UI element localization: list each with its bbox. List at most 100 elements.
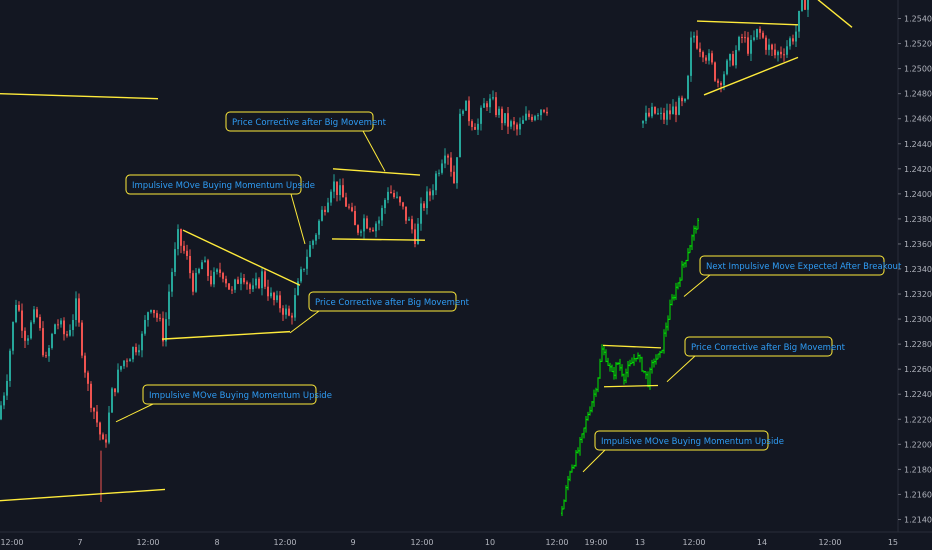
candle-body [537, 115, 539, 117]
candle-body [69, 329, 71, 336]
candle-body [417, 223, 419, 245]
projection-range-top [602, 344, 662, 349]
candle-body [222, 272, 224, 279]
candle-body [171, 272, 173, 292]
candle-body [708, 53, 710, 61]
candle-body [483, 103, 485, 108]
callout-label: Impulsive MOve Buying Momentum Upside [601, 437, 784, 447]
candle-body [255, 278, 257, 286]
candle-body [93, 407, 95, 412]
candle-body [723, 74, 725, 86]
callout: Next Impulsive Move Expected After Break… [683, 255, 902, 297]
candle-body [309, 245, 311, 257]
candle-body [105, 439, 107, 443]
candle-body [120, 366, 122, 370]
trendline [696, 20, 799, 26]
candle-body [405, 206, 407, 221]
price-tick-label: 1.23200 [904, 290, 932, 299]
candle-body [210, 275, 212, 285]
candle-body [459, 113, 461, 158]
candle-body [21, 310, 23, 331]
candle-body [348, 206, 350, 208]
callout: Price Corrective after Big Movement [225, 111, 387, 172]
candle-body [354, 211, 356, 226]
candle-body [228, 283, 230, 290]
candle-body [789, 38, 791, 47]
trendline [0, 488, 166, 502]
candle-body [225, 278, 227, 284]
time-axis[interactable]: 12:00 7 12:00 8 12:00 9 12:00 10 12:00 19:00 13 12:… [0, 531, 932, 547]
price-tick-label: 1.23400 [904, 265, 932, 274]
candle-body [726, 60, 728, 75]
time-tick-label: 12:00 [410, 538, 433, 547]
candle-body [333, 181, 335, 192]
callout-pointer [666, 355, 696, 383]
candle-body [396, 196, 398, 198]
price-tick-label: 1.24400 [904, 140, 932, 149]
candle-body [684, 98, 686, 102]
price-tick-label: 1.25000 [904, 65, 932, 74]
callout: Impulsive MOve Buying Momentum Upside [582, 430, 784, 473]
candle-body [372, 229, 374, 232]
callout-pointer [289, 310, 320, 334]
candle-body [771, 44, 773, 50]
candle-body [243, 278, 245, 283]
price-tick-label: 1.25400 [904, 15, 932, 24]
candle-body [423, 203, 425, 209]
candle-body [441, 163, 443, 173]
candle-body [138, 350, 140, 353]
price-tick-label: 1.22400 [904, 390, 932, 399]
callout-label: Impulsive MOve Buying Momentum Upside [132, 181, 315, 191]
candle-body [507, 113, 509, 127]
candle-body [477, 123, 479, 130]
candle-body [690, 37, 692, 76]
callout-label: Next Impulsive Move Expected After Break… [706, 262, 902, 272]
candle-body [147, 312, 149, 320]
candle-body [474, 126, 476, 130]
candle-body [411, 219, 413, 230]
time-tick-label: 12:00 [273, 538, 296, 547]
candle-body [204, 260, 206, 263]
time-tick-label: 14 [757, 538, 767, 547]
candle-body [696, 35, 698, 49]
callout-pointer [362, 130, 386, 172]
candle-body [168, 291, 170, 320]
candle-body [519, 123, 521, 130]
candle-body [387, 191, 389, 200]
candle-body [645, 112, 647, 121]
trendline [332, 168, 421, 176]
callout: Price Corrective after Big Movement [666, 336, 846, 383]
candle-body [330, 191, 332, 203]
candle-body [465, 100, 467, 111]
callout-label: Price Corrective after Big Movement [315, 298, 470, 308]
candle-body [717, 80, 719, 83]
candle-body [183, 245, 185, 251]
candle-body [783, 54, 785, 56]
candle-body [714, 62, 716, 81]
candle-body [510, 121, 512, 127]
candle-body [57, 324, 59, 326]
price-tick-label: 1.23600 [904, 240, 932, 249]
candle-body [792, 38, 794, 42]
candle-body [192, 273, 194, 292]
candle-body [177, 229, 179, 250]
time-tick-label: 12:00 [682, 538, 705, 547]
candle-body [318, 220, 320, 235]
candle-body [63, 320, 65, 335]
candle-body [186, 250, 188, 256]
candle-body [324, 209, 326, 213]
candle-body [375, 223, 377, 232]
candle-body [651, 106, 653, 117]
candle-body [543, 109, 545, 112]
candle-body [66, 334, 68, 336]
callout-pointer [582, 449, 606, 473]
candle-body [513, 121, 515, 125]
candle-body [525, 113, 527, 121]
candle-body [675, 106, 677, 115]
trendline [331, 238, 426, 241]
candle-body [462, 110, 464, 114]
price-axis[interactable]: 1.21400 1.21600 1.21800 1.22000 1.22200 1.224… [897, 0, 932, 532]
candle-body [456, 157, 458, 184]
